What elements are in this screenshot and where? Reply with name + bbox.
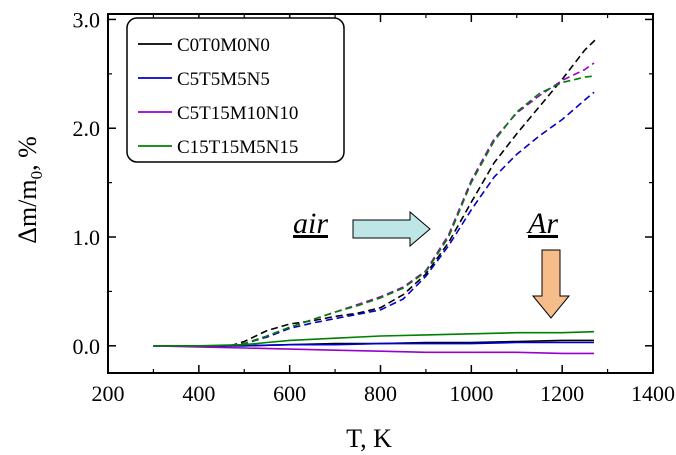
annotation-ar: Ar <box>526 207 571 319</box>
y-tick-label: 1.0 <box>73 225 101 250</box>
annotation-air: air <box>293 207 431 248</box>
x-tick-label: 400 <box>182 381 215 406</box>
ar-label: Ar <box>526 207 558 240</box>
x-tick-label: 800 <box>364 381 397 406</box>
legend-label: C15T15M5N15 <box>177 137 298 158</box>
series-line-c5t15m10n10-ar <box>153 345 594 355</box>
y-axis-label-subscript: 0 <box>27 171 46 180</box>
y-tick-label: 2.0 <box>73 116 101 141</box>
x-axis-label: T, K <box>346 424 392 453</box>
x-tick-label: 600 <box>273 381 306 406</box>
series-line-c5t5m5n5-air <box>153 91 595 347</box>
legend: C0T0M0N0 C5T5M5N5 C5T15M10N10 C15T15M5N15 <box>126 17 345 163</box>
ticks-layer: 200 400 600 800 1000 1200 1400 0.0 1.0 2.0 3.0 <box>73 7 676 406</box>
x-tick-label: 1400 <box>631 381 675 406</box>
series-line-c15t15m5n15-air <box>153 75 595 347</box>
air-label: air <box>293 207 328 240</box>
legend-label: C5T5M5N5 <box>177 69 270 90</box>
legend-label: C0T0M0N0 <box>177 35 270 56</box>
legend-entries: C0T0M0N0 C5T5M5N5 C5T15M10N10 C15T15M5N15 <box>138 35 298 158</box>
legend-box <box>126 17 345 163</box>
series-layer <box>153 38 597 355</box>
y-tick-label: 3.0 <box>73 7 101 32</box>
y-tick-label: 0.0 <box>73 334 101 359</box>
air-arrow <box>352 210 431 248</box>
y-axis-label: Δm/m0, % <box>13 136 46 244</box>
x-tick-label: 1200 <box>540 381 584 406</box>
x-tick-label: 1000 <box>449 381 493 406</box>
legend-label: C5T15M10N10 <box>177 103 298 124</box>
series-line-c15t15m5n15-ar <box>153 330 595 347</box>
x-tick-label: 200 <box>92 381 125 406</box>
ar-arrow <box>531 249 571 319</box>
series-line-c5t15m10n10-air <box>153 62 595 347</box>
series-line-c0t0m0n0-air <box>153 38 597 347</box>
